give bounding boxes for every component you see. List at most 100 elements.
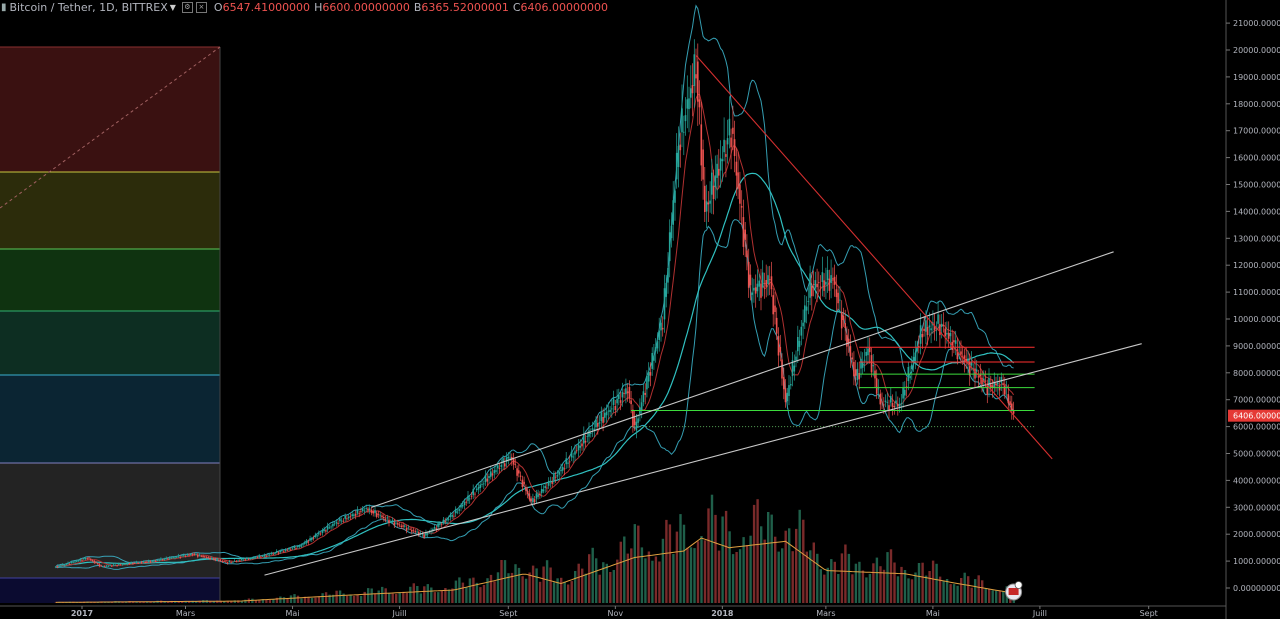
volume-bar	[868, 573, 872, 603]
time-tick-label: Sept	[499, 609, 517, 618]
volume-bar	[426, 584, 429, 603]
volume-bar	[388, 592, 391, 603]
candle-body	[333, 523, 336, 525]
candle-body	[981, 377, 983, 385]
candle-body	[846, 334, 848, 347]
candle-body	[212, 558, 215, 560]
close-square-icon[interactable]: ×	[195, 1, 207, 13]
candle-body	[546, 487, 548, 489]
lower-support-line	[264, 343, 1142, 576]
candle-body	[651, 353, 653, 369]
open-value: 6547.41000000	[222, 0, 311, 14]
candle-body	[691, 85, 694, 94]
volume-bar	[696, 541, 700, 603]
volume-bar	[830, 559, 833, 603]
candle-body	[853, 361, 855, 377]
candle-body	[81, 559, 83, 561]
candle-body	[390, 521, 392, 522]
candle-body	[897, 403, 899, 407]
price-axis: 0.00000000 1000.000000 2000.000000 3000.000…	[1225, 0, 1280, 619]
volume-bar	[335, 590, 338, 603]
candle-body	[583, 433, 585, 444]
candle-body	[670, 225, 673, 239]
volume-bar	[938, 576, 942, 603]
candle-body	[730, 137, 732, 148]
low-label: B	[413, 0, 422, 14]
candle-body	[440, 524, 443, 526]
candle-body	[74, 561, 76, 563]
volume-bar	[359, 595, 363, 603]
candle-body	[728, 118, 731, 136]
candle-body	[130, 562, 132, 564]
settings-square-icon[interactable]: ⚙	[181, 1, 193, 13]
volume-bar	[405, 592, 408, 603]
time-tick-label: 2017	[71, 609, 93, 618]
volume-bar	[770, 514, 773, 603]
time-tick-label: Juill	[1032, 609, 1047, 618]
candle-body	[949, 333, 952, 337]
candle-body	[293, 546, 296, 548]
candle-body	[404, 525, 406, 527]
volume-bar	[440, 590, 444, 603]
candle-body	[702, 149, 704, 180]
volume-bar	[437, 592, 440, 603]
volume-bar	[524, 578, 528, 603]
volume-bar	[802, 519, 805, 603]
candle-body	[225, 561, 227, 563]
volume-bar	[531, 565, 535, 603]
candle-body	[107, 565, 110, 567]
volume-bar	[286, 598, 289, 603]
volume-bar	[823, 574, 826, 603]
volume-bar	[644, 558, 647, 603]
candle-body	[181, 555, 183, 557]
volume-bar	[595, 558, 598, 603]
price-tick-label: 21000.000000	[1233, 19, 1280, 28]
candle-body	[451, 515, 453, 517]
time-tick-label: Mars	[176, 609, 195, 618]
volume-bar	[454, 580, 458, 603]
time-axis: 2017 Mars Mai Juill Sept Nov 2018 Mars Mai Juill S…	[0, 605, 1226, 618]
volume-bar	[237, 600, 240, 603]
volume-bar	[784, 530, 787, 603]
flag-icon[interactable]	[1005, 581, 1023, 601]
candle-body	[888, 405, 890, 411]
price-tick-label: 15000.000000	[1233, 181, 1280, 190]
candle-body	[860, 358, 862, 369]
candle-body	[63, 565, 66, 566]
candle-body	[495, 470, 497, 472]
volume-bar	[374, 593, 377, 603]
candle-body	[656, 341, 659, 349]
volume-bar	[514, 564, 517, 603]
symbol-title[interactable]: Bitcoin / Tether, 1D, BITTREX	[9, 0, 168, 14]
volume-bar	[658, 561, 661, 603]
candle-body	[783, 376, 785, 390]
candle-body	[621, 392, 624, 398]
volume-bar	[819, 569, 822, 603]
candle-body	[790, 384, 792, 386]
fib-band	[0, 578, 220, 603]
candle-body	[775, 317, 778, 334]
volume-bar	[714, 514, 717, 603]
candle-body	[272, 553, 274, 555]
volume-bar	[654, 556, 658, 603]
candle-body	[628, 387, 631, 398]
high-value: 6600.00000000	[322, 0, 410, 14]
candle-body	[332, 523, 334, 527]
candle-body	[579, 445, 581, 448]
volume-bar	[903, 570, 907, 603]
volume-bar	[433, 592, 436, 603]
candle-body	[988, 378, 990, 389]
volume-bar	[149, 601, 152, 603]
candle-body	[679, 144, 682, 151]
volume-bar	[142, 601, 145, 603]
candle-body	[319, 533, 322, 535]
candle-body	[498, 468, 501, 469]
candle-body	[295, 548, 297, 549]
volume-bar	[328, 594, 331, 603]
candle-body	[835, 289, 838, 298]
caret-down-icon[interactable]: ▼	[169, 2, 176, 12]
candles-icon[interactable]: ▮	[1, 1, 7, 13]
candle-body	[960, 351, 962, 355]
